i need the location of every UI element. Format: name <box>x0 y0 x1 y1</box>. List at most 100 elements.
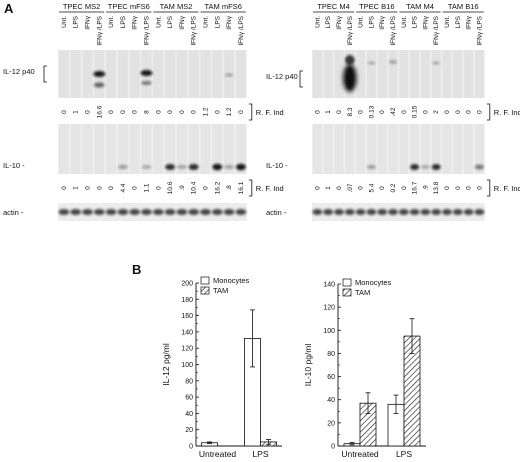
il10-rfi-value: 0 <box>358 186 365 190</box>
lane-label: LPS <box>167 15 174 28</box>
lane-label: Unt. <box>358 16 365 28</box>
y-tick-label: 180 <box>181 297 193 304</box>
il12-rfi-label: R. F. Ind <box>494 108 520 117</box>
il12-rfi-value: 1 <box>325 110 332 114</box>
x-tick-label: Untreated <box>341 449 379 459</box>
y-tick-label: 20 <box>327 420 335 427</box>
il10-rfi-value: 1.1 <box>144 183 151 192</box>
lane-shade <box>70 50 81 98</box>
lane-shade <box>200 124 211 174</box>
il10-rfi-value: 0 <box>455 186 462 190</box>
group-label: TPEC B16 <box>359 2 394 11</box>
il12-rfi-value: 0 <box>120 110 127 114</box>
il12-band <box>343 64 357 92</box>
il12-rfi-value: 0 <box>379 110 386 114</box>
il12-rfi-value: 0 <box>238 110 245 114</box>
il10-rfi-value: 0 <box>155 186 162 190</box>
il12-band <box>224 73 234 77</box>
lane-label: IFNγ /LPS <box>390 15 397 45</box>
x-tick-label: LPS <box>252 449 268 459</box>
actin-label: actin - <box>266 208 287 217</box>
lane-shade <box>106 50 116 98</box>
lane-label: Unt. <box>314 16 321 28</box>
legend-label: Monocytes <box>355 278 392 287</box>
il10-rfi-value: 0 <box>476 186 483 190</box>
legend-label: TAM <box>213 286 228 295</box>
lane-shade <box>177 124 187 174</box>
il12-rfi-value: 0 <box>191 110 198 114</box>
group-label: TAM M4 <box>406 2 434 11</box>
actin-band <box>141 209 152 215</box>
lane-shade <box>388 124 398 174</box>
y-tick-label: 80 <box>185 378 193 385</box>
il10-rfi-value: 0 <box>336 186 343 190</box>
il10-rfi-value: 16.2 <box>214 181 221 194</box>
y-tick-label: 0 <box>189 444 193 451</box>
y-tick-label: 80 <box>327 351 335 358</box>
lane-shade <box>188 50 199 98</box>
lane-shade <box>323 50 333 98</box>
legend-swatch-hatched <box>200 286 210 295</box>
il10-band <box>410 164 420 170</box>
lane-shade <box>442 124 452 174</box>
y-axis-label: IL-10 pg/ml <box>303 344 313 387</box>
lane-shade <box>475 124 484 174</box>
il10-band <box>235 163 246 171</box>
rfi-bracket <box>248 103 253 121</box>
il10-rfi-value: 4.4 <box>120 183 127 192</box>
il10-rfi-value: 0 <box>466 186 473 190</box>
rfi-bracket <box>486 103 491 121</box>
il10-label: IL-10 - <box>266 161 288 170</box>
il12-rfi-value: 0 <box>336 110 343 114</box>
actin-band <box>235 209 247 215</box>
il10-rfi-value: .9 <box>422 185 429 191</box>
lane-shade <box>177 50 187 98</box>
il10-rfi-value: 0 <box>401 186 408 190</box>
group-label: TAM MS2 <box>160 2 193 11</box>
lane-label: IFNγ /LPS <box>144 15 151 45</box>
il12-band <box>344 55 355 65</box>
lane-label: IFNγ <box>179 15 186 29</box>
actin-band <box>211 209 223 215</box>
il12-rfi-value: 1 <box>73 110 80 114</box>
lane-shade <box>377 124 387 174</box>
lane-shade <box>421 50 430 98</box>
lane-label: IFNγ /LPS <box>238 15 245 45</box>
actin-label: actin - <box>3 208 24 217</box>
il12-rfi-value: 0 <box>214 110 221 114</box>
lane-shade <box>410 50 419 98</box>
lane-shade <box>464 50 473 98</box>
actin-band <box>176 209 188 215</box>
lane-label: LPS <box>325 15 332 28</box>
gel-left: TPEC MS2 TPEC mFS6 TAM MS2 TAM mFS6 Unt. LPS I… <box>3 2 284 221</box>
il10-rfi-value: 16.1 <box>238 181 245 194</box>
il10-rfi-value: 0 <box>203 186 210 190</box>
il12-rfi-value: 1.2 <box>203 107 210 116</box>
actin-band <box>164 209 176 215</box>
il10-band <box>117 165 128 169</box>
lane-shade <box>367 124 376 174</box>
il12-rfi-value: 0 <box>179 110 186 114</box>
y-tick-label: 200 <box>181 281 193 288</box>
x-tick-label: LPS <box>396 449 412 459</box>
lane-shade <box>399 124 409 174</box>
actin-band <box>420 209 431 215</box>
il10-rfi-value: 0 <box>314 186 321 190</box>
y-tick-label: 40 <box>185 411 193 418</box>
lane-shade <box>94 124 105 174</box>
il12-band <box>93 82 105 88</box>
lane-label: Unt. <box>61 16 68 28</box>
il10-band <box>420 165 430 169</box>
lane-label: IFNγ <box>379 15 386 29</box>
lane-shade <box>323 124 333 174</box>
lane-label: LPS <box>120 15 127 28</box>
il10-band <box>165 164 176 170</box>
il12-label: IL-12 p40 <box>266 72 298 81</box>
il12-rfi-value: 0 <box>61 110 68 114</box>
lane-shade <box>236 50 246 98</box>
il12-rfi-value: .42 <box>390 107 397 116</box>
actin-band <box>431 209 442 215</box>
lane-shade <box>313 50 322 98</box>
y-tick-label: 100 <box>323 328 335 335</box>
il10-band <box>141 165 152 169</box>
